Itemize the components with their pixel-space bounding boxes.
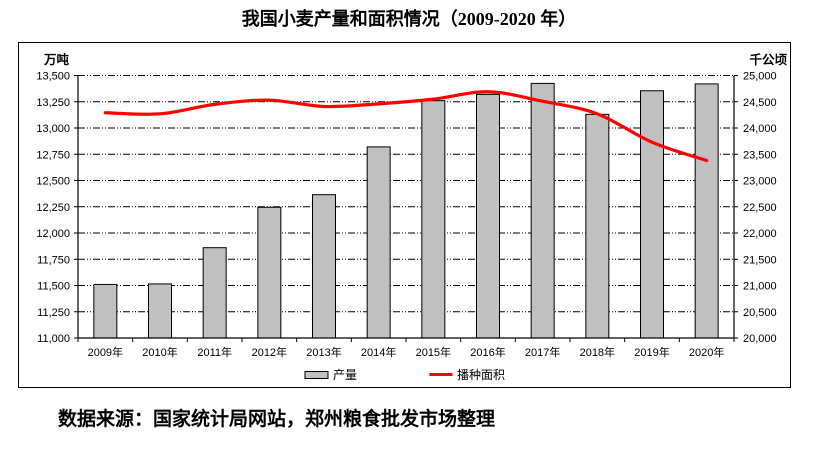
bar (257, 206, 282, 339)
bar (93, 283, 118, 339)
right-axis-tick-label: 22,500 (743, 202, 777, 214)
x-axis-category-label: 2011年 (197, 345, 232, 359)
left-axis-tick-label: 11,000 (37, 333, 70, 345)
legend-item-production: 产量 (303, 366, 357, 383)
right-axis-tick-label: 24,500 (743, 97, 777, 109)
x-axis-category-label: 2010年 (142, 345, 177, 359)
left-axis-tick-label: 13,000 (36, 123, 70, 135)
left-axis-unit-label: 万吨 (44, 53, 70, 67)
left-axis-tick-label: 12,500 (36, 176, 70, 188)
plot-canvas: 13,500 13,250 13,000 12,750 12,500 12,250 12,0… (36, 71, 777, 360)
bar (694, 83, 719, 339)
chart-legend: 产量 播种面积 (303, 366, 505, 383)
legend-bar-swatch (303, 370, 328, 379)
x-axis-category-label: 2020年 (689, 345, 724, 359)
sown-area-line (103, 90, 709, 163)
right-axis-tick-label: 24,000 (743, 123, 777, 135)
right-axis-unit-label: 千公顷 (749, 53, 787, 67)
bar (585, 113, 610, 339)
bar (148, 283, 172, 339)
bar (530, 82, 555, 339)
right-axis-tick-label: 21,500 (743, 254, 777, 266)
bar (202, 247, 227, 339)
chart-title: 我国小麦产量和面积情况（2009-2020 年） (241, 9, 577, 29)
legend-item-sown-area: 播种面积 (429, 366, 505, 383)
chart-area: 万吨 千公顷 13,500 13,250 13,000 12,750 12,500 12,… (18, 42, 791, 388)
right-axis-tick-label: 20,000 (743, 333, 777, 345)
left-axis-tick-label: 12,750 (36, 149, 70, 161)
x-axis-category-label: 2015年 (416, 345, 451, 359)
left-axis-tick-label: 11,750 (37, 254, 70, 266)
x-axis-category-label: 2017年 (525, 345, 560, 359)
left-axis-tick-label: 12,000 (36, 228, 70, 240)
right-axis-tick-label: 20,500 (743, 307, 777, 319)
x-axis-category-label: 2014年 (361, 345, 396, 359)
legend-label-production: 产量 (332, 368, 357, 382)
bar (421, 100, 446, 339)
right-axis-tick-label: 23,500 (743, 149, 777, 161)
left-axis-tick-label: 13,250 (36, 97, 70, 109)
data-source-note: 数据来源：国家统计局网站，郑州粮食批发市场整理 (58, 409, 496, 430)
x-axis-category-label: 2019年 (634, 345, 669, 359)
bar (476, 93, 500, 339)
bar (312, 194, 336, 339)
x-axis-category-label: 2012年 (252, 345, 287, 359)
right-axis-tick-label: 25,000 (743, 71, 777, 83)
right-axis-tick-label: 23,000 (743, 176, 777, 188)
legend-line-swatch (429, 373, 452, 376)
legend-label-sown-area: 播种面积 (457, 368, 506, 382)
left-axis-tick-label: 12,250 (36, 202, 70, 214)
x-axis-category-label: 2016年 (470, 345, 505, 359)
right-axis-tick-label: 21,000 (743, 281, 777, 293)
x-axis-category-label: 2018年 (580, 345, 615, 359)
bar (640, 90, 664, 339)
x-axis-category-label: 2013年 (306, 345, 341, 359)
x-axis-category-label: 2009年 (88, 345, 123, 359)
right-axis-tick-label: 22,000 (743, 228, 777, 240)
left-axis-tick-label: 11,500 (37, 281, 70, 293)
bar (366, 146, 391, 339)
left-axis-tick-label: 11,250 (37, 307, 70, 319)
left-axis-tick-label: 13,500 (36, 71, 70, 83)
